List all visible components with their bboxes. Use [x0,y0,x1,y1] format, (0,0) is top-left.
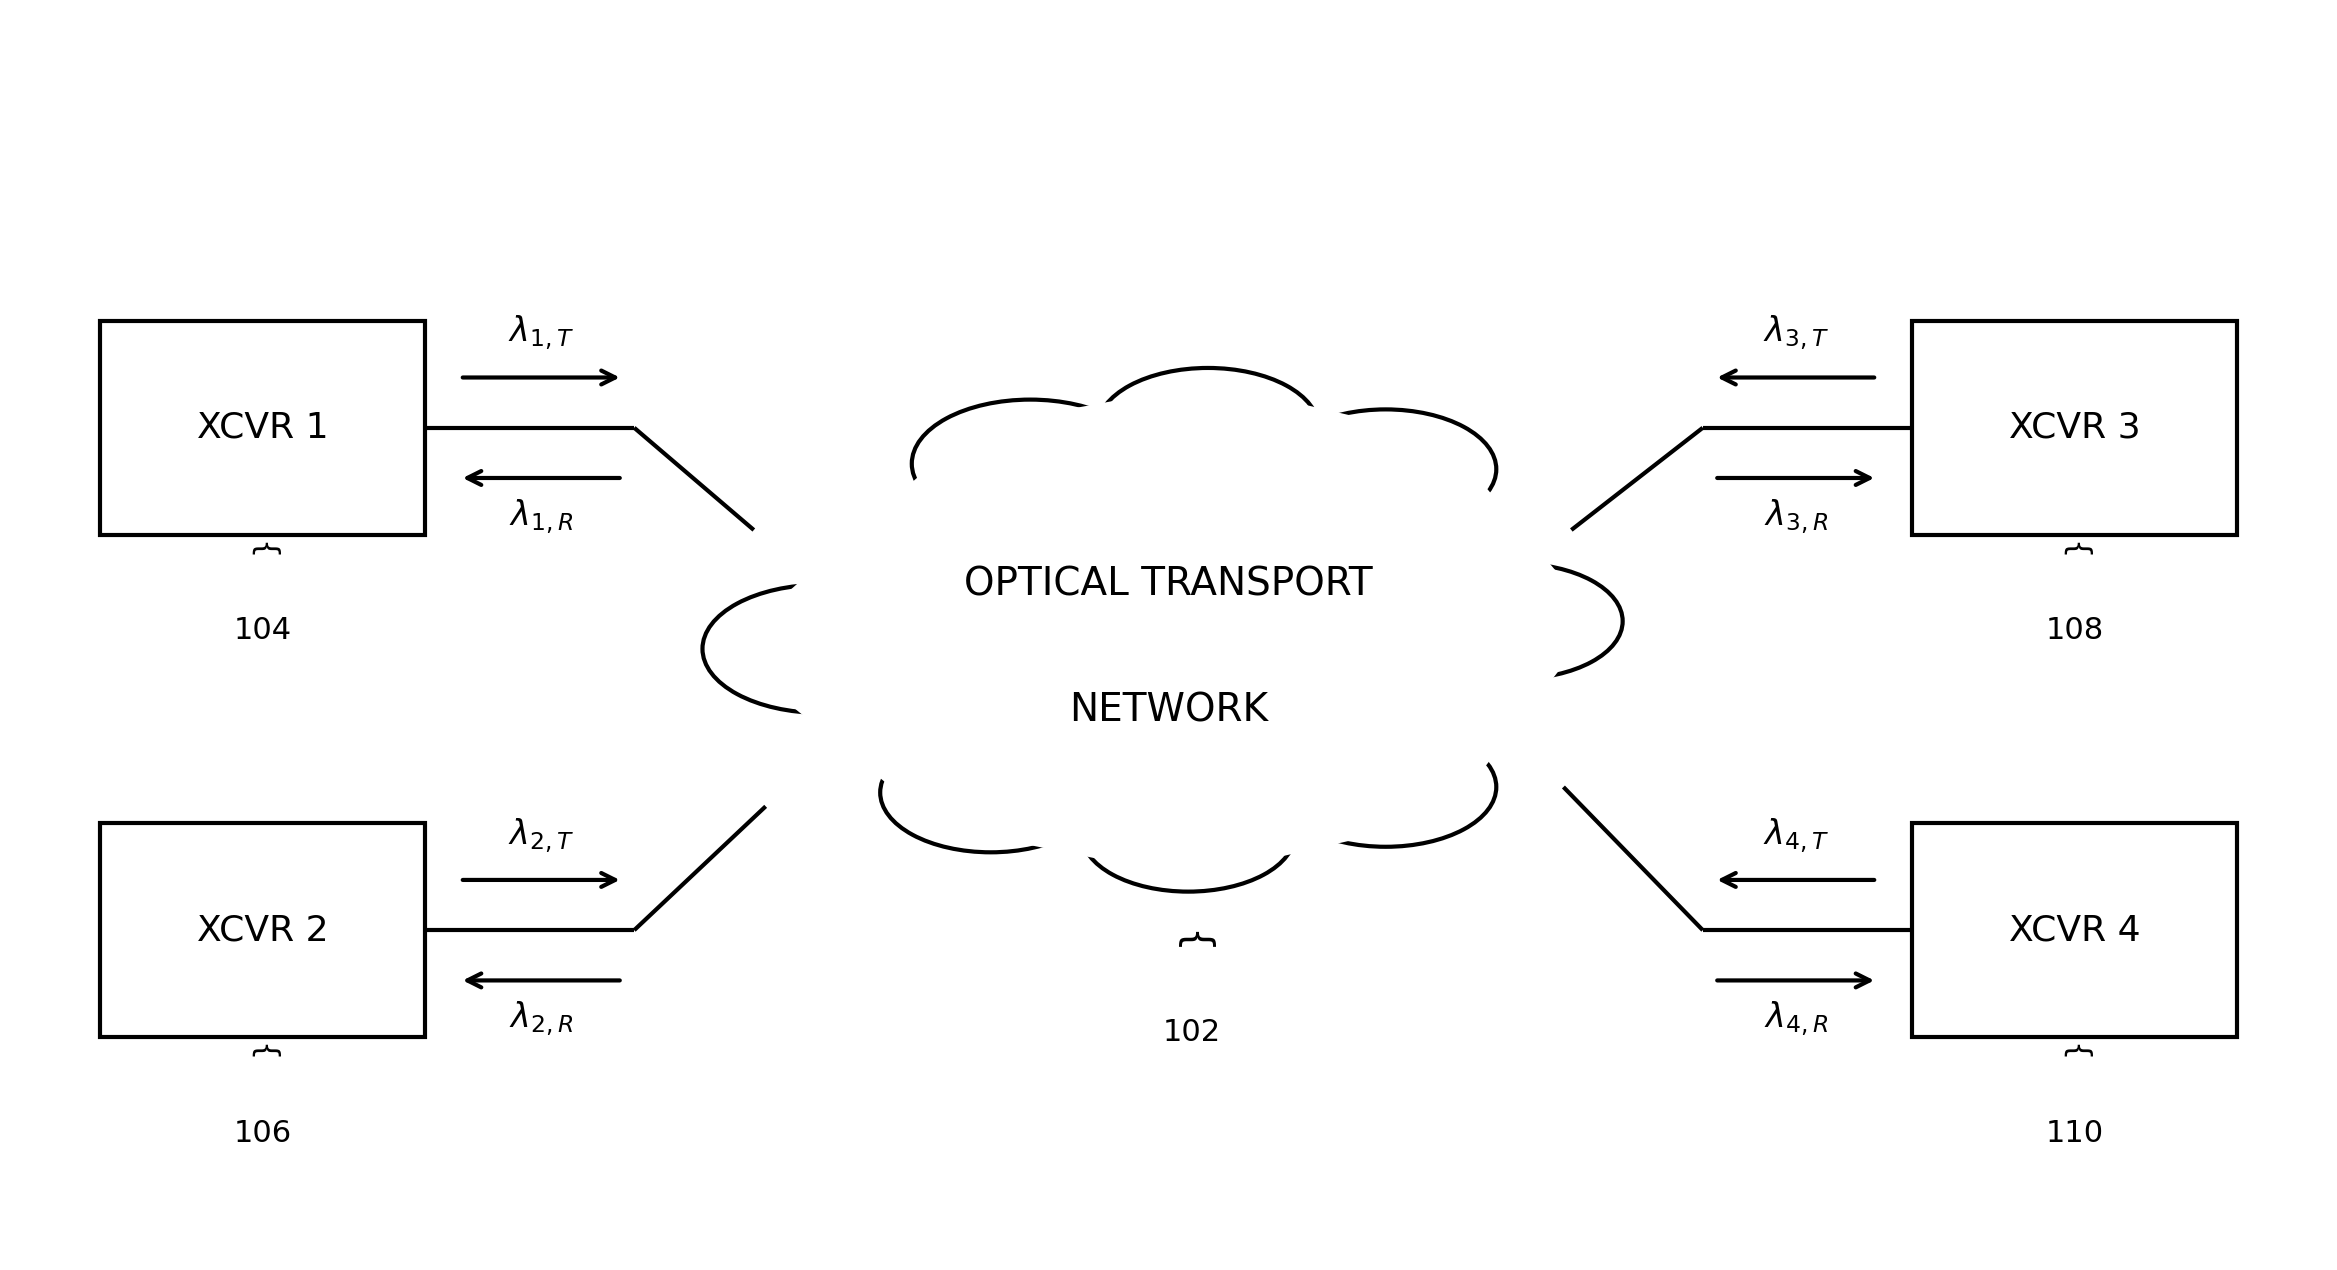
Text: $\lambda_{2,T}$: $\lambda_{2,T}$ [509,815,575,855]
Text: $\lambda_{1,T}$: $\lambda_{1,T}$ [509,314,575,352]
Circle shape [911,400,1150,528]
Bar [1912,823,2237,1038]
Circle shape [1409,564,1622,679]
Text: 108: 108 [2045,616,2103,645]
Circle shape [881,733,1101,852]
Circle shape [1082,776,1295,892]
Text: XCVR 3: XCVR 3 [2010,410,2141,444]
Text: $\lambda_{4,R}$: $\lambda_{4,R}$ [1764,999,1828,1038]
Text: $\lambda_{2,R}$: $\lambda_{2,R}$ [509,999,573,1038]
Text: $\lambda_{3,R}$: $\lambda_{3,R}$ [1764,497,1828,536]
Text: 110: 110 [2045,1119,2103,1148]
Bar [100,321,425,535]
Text: {: { [2059,1043,2089,1063]
Text: {: { [1173,930,1211,955]
Text: {: { [2059,541,2089,560]
Text: $\lambda_{3,T}$: $\lambda_{3,T}$ [1762,314,1828,352]
Circle shape [703,584,939,712]
Text: XCVR 2: XCVR 2 [196,913,327,947]
Bar [100,823,425,1038]
Text: {: { [248,541,278,560]
Bar [1912,321,2237,535]
Circle shape [1276,728,1496,847]
Polygon shape [738,386,1591,874]
Circle shape [1098,368,1318,488]
Text: 104: 104 [234,616,292,645]
Text: 102: 102 [1164,1019,1220,1046]
Text: $\lambda_{4,T}$: $\lambda_{4,T}$ [1762,815,1828,855]
Circle shape [1276,409,1496,530]
Text: $\lambda_{1,R}$: $\lambda_{1,R}$ [509,497,573,536]
Text: NETWORK: NETWORK [1068,691,1269,729]
Text: 106: 106 [234,1119,292,1148]
Text: XCVR 1: XCVR 1 [196,410,327,444]
Text: {: { [248,1043,278,1063]
Text: XCVR 4: XCVR 4 [2010,913,2141,947]
Text: OPTICAL TRANSPORT: OPTICAL TRANSPORT [965,565,1372,603]
